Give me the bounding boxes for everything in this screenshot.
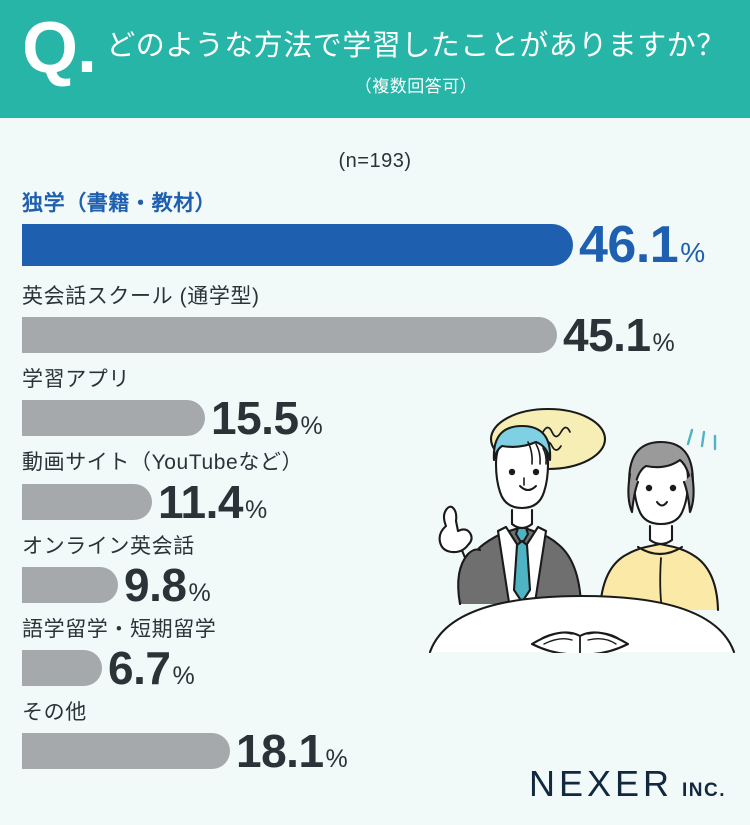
bar-label: オンライン英会話 [22,534,195,558]
question-header: Q. どのような方法で学習したことがありますか？ （複数回答可） [0,0,750,118]
bar-value: 18.1 % [236,728,348,774]
chart-row: オンライン英会話 9.8 % [0,535,750,608]
bar-line: 45.1 % [0,312,750,358]
percent-sign: % [325,744,348,773]
bar-fill [22,317,557,354]
chart-row: 学習アプリ 15.5 % [0,368,750,441]
question-title: どのような方法で学習したことがありますか？ [106,30,726,62]
bar-chart: 独学（書籍・教材） 46.1 % 英会話スクール (通学型) 45.1 % 学習… [0,192,750,784]
sample-size-label: (n=193) [338,150,412,172]
bar-line: 9.8 % [0,562,750,608]
bar-value-number: 11.4 [158,475,244,528]
percent-sign: % [245,495,268,524]
bar-value: 11.4 % [158,479,267,525]
bar-line: 15.5 % [0,395,750,441]
bar-value-number: 18.1 [236,724,324,777]
bar-label: その他 [22,700,87,724]
bar-value-number: 6.7 [108,641,171,694]
percent-sign: % [172,661,195,690]
bar-line: 11.4 % [0,479,750,525]
bar-value-number: 9.8 [124,558,187,611]
chart-row: 独学（書籍・教材） 46.1 % [0,192,750,271]
bar-line: 6.7 % [0,645,750,691]
chart-row: その他 18.1 % [0,701,750,774]
percent-sign: % [188,578,211,607]
logo-suffix-text: INC. [682,780,726,801]
bar-value: 45.1 % [563,312,675,358]
bar-value: 46.1 % [579,219,705,271]
bar-value: 6.7 % [108,645,195,691]
bar-line: 46.1 % [0,219,750,271]
bar-value: 9.8 % [124,562,211,608]
percent-sign: % [680,237,706,269]
bar-label: 独学（書籍・教材） [22,192,217,215]
nexer-logo: NEXER INC. [529,763,726,805]
bar-label: 英会話スクール (通学型) [22,285,260,309]
logo-brand-text: NEXER [528,763,673,804]
chart-row: 動画サイト（YouTubeなど） 11.4 % [0,451,750,525]
chart-row: 語学留学・短期留学 6.7 % [0,618,750,691]
bar-fill [22,400,205,437]
bar-fill [22,483,152,520]
percent-sign: % [300,412,323,441]
bar-fill [22,649,102,686]
percent-sign: % [652,329,675,358]
bar-line: 18.1 % [0,728,750,774]
bar-value-number: 45.1 [563,309,651,362]
bar-fill [22,732,230,769]
bar-label: 学習アプリ [22,368,130,392]
bar-fill [22,224,573,267]
bar-value: 15.5 % [211,395,323,441]
question-note: （複数回答可） [354,77,478,97]
question-mark-q: Q. [22,8,97,88]
bar-label: 動画サイト（YouTubeなど） [22,451,304,475]
question-text-block: どのような方法で学習したことがありますか？ （複数回答可） [96,12,732,97]
bar-label: 語学留学・短期留学 [22,617,217,641]
bar-value-number: 46.1 [579,216,679,275]
bar-fill [22,566,118,603]
chart-row: 英会話スクール (通学型) 45.1 % [0,285,750,358]
bar-value-number: 15.5 [211,392,299,445]
